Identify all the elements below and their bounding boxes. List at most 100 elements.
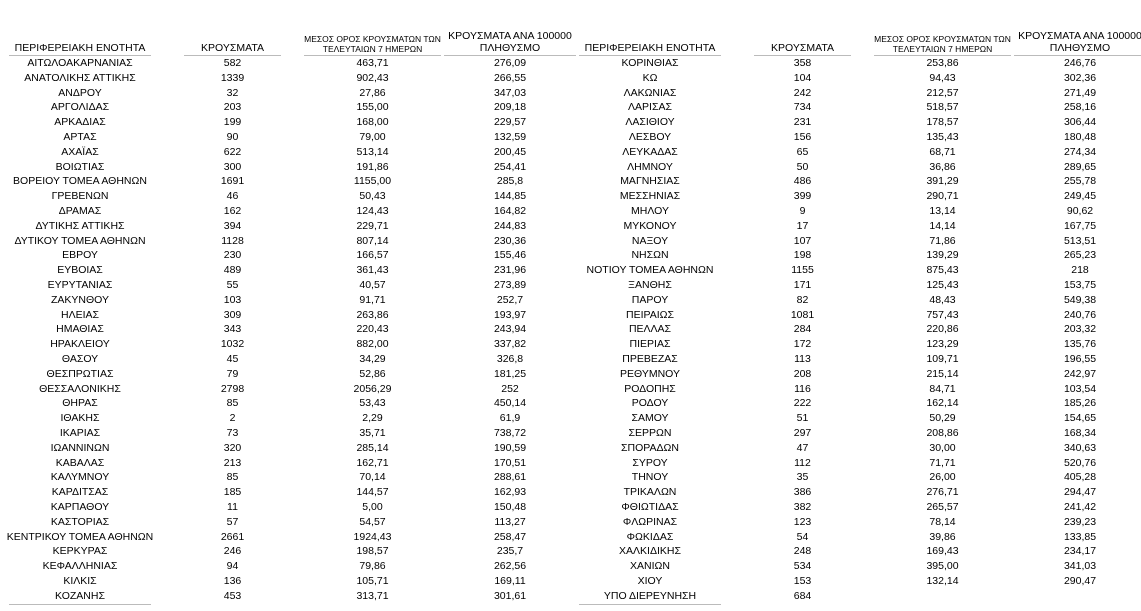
region-name: ΚΑΡΠΑΘΟΥ: [50, 501, 110, 513]
value-cell: 1339: [220, 71, 245, 84]
value-cell: 50: [796, 160, 809, 173]
header-rule: [579, 55, 721, 56]
value-cell: 5,00: [362, 501, 383, 513]
value-cell: 70,14: [359, 471, 386, 484]
value-cell: 198: [793, 249, 812, 262]
value-cell: 46: [226, 190, 239, 203]
value-cell: 144,85: [493, 190, 527, 203]
value-cell: 90: [226, 131, 239, 143]
value-cell: 239,23: [1063, 515, 1097, 528]
value-cell: 162,14: [926, 397, 959, 410]
value-cell: 289,65: [1063, 160, 1097, 173]
value-cell: 252,7: [496, 293, 524, 306]
value-cell: 34,29: [359, 353, 386, 365]
value-cell: 39,86: [929, 530, 956, 543]
value-cell: 132,14: [926, 575, 959, 587]
value-cell: 169,11: [494, 575, 526, 587]
region-name: ΗΛΕΙΑΣ: [60, 308, 99, 321]
region-name: ΛΑΣΙΘΙΟΥ: [625, 116, 675, 129]
value-cell: 271,49: [1063, 86, 1097, 99]
value-cell: 54: [796, 530, 809, 543]
value-cell: 14,14: [929, 219, 956, 232]
value-cell: 191,86: [356, 160, 389, 173]
value-cell: 135,43: [926, 131, 959, 143]
value-cell: 167,75: [1063, 219, 1097, 232]
value-cell: 190,59: [493, 441, 527, 454]
region-name: ΒΟΙΩΤΙΑΣ: [55, 160, 105, 173]
value-cell: 107: [793, 234, 812, 247]
value-cell: 109,71: [926, 353, 959, 365]
region-name: ΚΑΛΥΜΝΟΥ: [50, 471, 110, 484]
value-cell: 242: [793, 86, 812, 99]
region-name: ΚΟΖΑΝΗΣ: [55, 589, 105, 602]
value-cell: 341,03: [1063, 560, 1097, 573]
value-cell: 135,76: [1063, 338, 1097, 351]
value-cell: 738,72: [493, 427, 527, 439]
value-cell: 133,85: [1063, 530, 1097, 543]
value-cell: 313,71: [356, 589, 389, 602]
region-name: ΔΥΤΙΚΗΣ ΑΤΤΙΚΗΣ: [35, 219, 125, 232]
value-cell: 294,47: [1063, 486, 1097, 499]
value-cell: 235,7: [496, 545, 524, 558]
value-cell: 347,03: [493, 86, 527, 99]
value-cell: 243,94: [493, 323, 527, 336]
region-name: ΚΑΣΤΟΡΙΑΣ: [50, 515, 110, 528]
value-cell: 162: [223, 205, 242, 217]
value-cell: 1081: [790, 308, 815, 321]
region-name: ΚΕΝΤΡΙΚΟΥ ΤΟΜΕΑ ΑΘΗΝΩΝ: [6, 530, 154, 543]
value-cell: 882,00: [356, 338, 389, 351]
value-cell: 2056,29: [353, 382, 392, 395]
value-cell: 124,43: [356, 205, 389, 217]
value-cell: 622: [223, 145, 242, 158]
value-cell: 172: [793, 338, 812, 351]
value-cell: 2798: [220, 382, 245, 395]
value-cell: 1691: [220, 175, 245, 188]
value-cell: 215,14: [926, 367, 959, 380]
value-cell: 284: [793, 323, 812, 336]
value-cell: 288,61: [493, 471, 527, 484]
column-header: ΠΕΡΙΦΕΡΕΙΑΚΗ ΕΝΟΤΗΤΑ: [14, 42, 146, 54]
value-cell: 513,51: [1063, 234, 1097, 247]
value-cell: 301,61: [493, 589, 527, 602]
region-name: ΜΕΣΣΗΝΙΑΣ: [619, 190, 681, 203]
region-name: ΔΥΤΙΚΟΥ ΤΟΜΕΑ ΑΘΗΝΩΝ: [14, 234, 146, 247]
value-cell: 229,57: [493, 116, 527, 129]
value-cell: 290,47: [1063, 575, 1097, 587]
value-cell: 55: [226, 279, 239, 291]
value-cell: 253,86: [926, 57, 959, 69]
region-name: ΝΗΣΩΝ: [631, 249, 669, 262]
value-cell: 153,75: [1063, 279, 1097, 291]
value-cell: 234,17: [1063, 545, 1097, 558]
value-cell: 405,28: [1063, 471, 1097, 484]
value-cell: 258,47: [493, 530, 527, 543]
header-rule: [754, 55, 851, 56]
region-name: ΑΡΓΟΛΙΔΑΣ: [50, 101, 110, 114]
bottom-rule: [579, 603, 721, 605]
value-cell: 266,55: [493, 71, 527, 84]
region-name: ΧΑΛΚΙΔΙΚΗΣ: [619, 545, 681, 558]
region-name: ΑΡΚΑΔΙΑΣ: [54, 116, 106, 129]
value-cell: 274,34: [1063, 145, 1097, 158]
value-cell: 113: [794, 353, 811, 365]
region-name: ΑΙΤΩΛΟΑΚΑΡΝΑΝΙΑΣ: [27, 57, 133, 69]
value-cell: 155,46: [493, 249, 527, 262]
value-cell: 103: [223, 293, 242, 306]
region-name: ΚΑΡΔΙΤΣΑΣ: [51, 486, 109, 499]
value-cell: 276,09: [493, 57, 527, 69]
value-cell: 343: [223, 323, 242, 336]
value-cell: 11: [227, 501, 238, 513]
value-cell: 220,43: [356, 323, 389, 336]
value-cell: 32: [226, 86, 239, 99]
value-cell: 203,32: [1063, 323, 1097, 336]
region-name: ΣΑΜΟΥ: [631, 412, 669, 425]
value-cell: 1924,43: [353, 530, 392, 543]
value-cell: 155,00: [356, 101, 389, 114]
value-cell: 181,25: [493, 367, 527, 380]
header-rule: [9, 55, 151, 56]
value-cell: 52,86: [359, 367, 386, 380]
value-cell: 273,89: [493, 279, 527, 291]
region-name: ΦΘΙΩΤΙΔΑΣ: [621, 501, 679, 513]
value-cell: 300: [223, 160, 242, 173]
header-rule: [874, 55, 1011, 56]
